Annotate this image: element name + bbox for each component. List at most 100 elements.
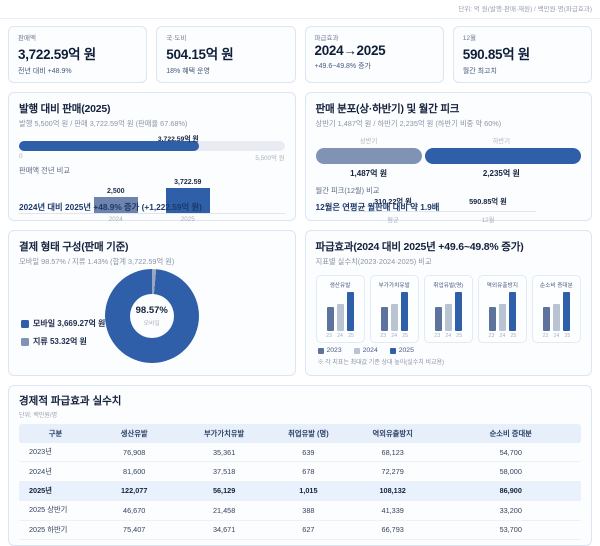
scale-min-label: 0 <box>19 153 23 160</box>
peak-divider <box>345 211 536 212</box>
table-cell: 35,361 <box>176 443 272 463</box>
table-cell: 72,279 <box>344 461 441 482</box>
peak-december-value: 590.85억 원 <box>469 197 507 206</box>
x-tick: 25 <box>348 333 354 339</box>
table-cell: 2025 상반기 <box>19 500 93 521</box>
x-tick-2025: 2025 <box>180 216 195 223</box>
table-cell: 41,339 <box>344 500 441 521</box>
bar-2024 <box>552 304 560 331</box>
kpi-sub: 18% 혜택 운영 <box>166 68 210 75</box>
half-year-stacked-bar <box>315 148 581 164</box>
impact-mini-charts: 생산유발 23 24 25 부가가치유발 23 24 25 취업유발(명) 23 24 25… <box>315 275 582 343</box>
bar-2023 <box>380 307 388 331</box>
mini-chart-title: 역외유출방지 <box>486 283 519 288</box>
kpi-sub: 월간 최고치 <box>462 68 497 75</box>
paper-swatch-icon <box>21 337 29 346</box>
table-row-highlighted: 2025년 122,077 56,129 1,015 108,132 86,90… <box>19 481 581 502</box>
legend-item-paper: 지류 53.32억 원 <box>21 336 105 347</box>
table-cell: 627 <box>271 520 345 540</box>
mini-chart-employment: 취업유발(명) 23 24 25 <box>423 275 473 343</box>
table-cell: 2025 하반기 <box>19 520 93 540</box>
table-cell: 54,700 <box>440 443 581 463</box>
card-subtitle: 모바일 98.57% / 지류 1.43% (합계 3,722.59억 원) <box>19 257 175 266</box>
segment-label-h1: 상반기 <box>359 138 378 145</box>
table-title: 경제적 파급효과 실수치 <box>19 395 122 407</box>
swatch-2025-icon <box>389 347 396 354</box>
payment-mix-card: 결제 형태 구성(판매 기준) 모바일 98.57% / 지류 1.43% (합… <box>8 230 296 376</box>
swatch-2024-icon <box>353 347 360 354</box>
x-tick: 23 <box>488 333 495 339</box>
impact-legend: 2023 2024 2025 <box>317 347 414 354</box>
kpi-card-impact: 파급효과 2024→2025 +49.6~49.8% 증가 <box>304 26 444 83</box>
column-header: 구분 <box>19 424 93 443</box>
mini-chart-title: 순소비 증대분 <box>539 283 573 288</box>
card-title: 판매 분포(상·하반기) 및 월간 피크 <box>315 103 460 115</box>
mini-chart-net-consumption: 순소비 증대분 23 24 25 <box>531 275 581 343</box>
table-row: 2025 하반기 75,407 34,671 627 66,793 53,700 <box>19 520 581 540</box>
kpi-label: 국·도비 <box>166 35 187 42</box>
x-tick: 23 <box>542 333 549 339</box>
peak-december-label: 12월 <box>481 217 495 224</box>
bar-2025 <box>562 292 570 331</box>
table-cell: 37,518 <box>176 461 272 482</box>
mobile-swatch-icon <box>21 319 29 328</box>
kpi-value: 2024→2025 <box>314 43 386 58</box>
x-tick: 25 <box>456 333 463 339</box>
segment-h1-bar <box>315 148 422 164</box>
donut-center: 98.57% 모바일 <box>129 294 174 338</box>
mini-chart-title: 생산유발 <box>329 283 351 288</box>
impact-table-card: 경제적 파급효과 실수치 단위: 백만원/명 구분 생산유발 부가가치유발 취업… <box>8 385 592 546</box>
x-tick: 23 <box>380 333 387 339</box>
donut-ring: 98.57% 모바일 <box>104 269 199 363</box>
x-tick-2024: 2024 <box>108 216 123 223</box>
table-cell: 75,407 <box>92 520 177 540</box>
table-header-row: 구분 생산유발 부가가치유발 취업유발 (명) 역외유출방지 순소비 증대분 <box>19 424 581 443</box>
card-title: 발행 대비 판매(2025) <box>19 103 111 115</box>
table-cell: 76,908 <box>92 443 177 463</box>
table-cell: 639 <box>271 443 345 463</box>
table-cell: 2023년 <box>19 443 93 463</box>
peak-average-value: 310.22억 원 <box>374 197 412 206</box>
column-header: 생산유발 <box>92 424 177 443</box>
column-header: 취업유발 (명) <box>271 424 345 443</box>
table-unit-note: 단위: 백만원/명 <box>19 413 58 419</box>
table-cell: 678 <box>271 461 345 482</box>
table-row: 2025 상반기 46,670 21,458 388 41,339 33,200 <box>19 500 581 521</box>
progress-value-label: 3,722.59억 원 <box>157 136 199 143</box>
sales-progress-bar: 3,722.59억 원 <box>19 136 285 151</box>
x-tick: 25 <box>402 333 409 339</box>
table-cell: 388 <box>271 500 345 521</box>
segment-label-h2: 하반기 <box>492 138 511 145</box>
kpi-label: 판매액 <box>18 35 36 42</box>
x-tick: 24 <box>391 333 398 339</box>
bar-2024 <box>390 304 398 331</box>
bar-2025 <box>508 292 516 331</box>
mini-chart-production: 생산유발 23 24 25 <box>315 275 365 343</box>
donut-percent-label: 98.57% <box>135 305 168 316</box>
bar-2025 <box>400 292 408 331</box>
bar-value-label: 3,722.59 <box>174 179 202 186</box>
x-tick: 23 <box>434 333 441 339</box>
table-row: 2023년 76,908 35,361 639 68,123 54,700 <box>19 443 581 463</box>
legend-item-2025: 2025 <box>389 347 414 354</box>
impact-footnote: ※ 각 지표는 최대값 기준 상대 높이(실수치 비교용) <box>317 360 445 366</box>
payment-donut-chart: 98.57% 모바일 <box>104 269 199 363</box>
legend-item-2024: 2024 <box>353 347 378 354</box>
legend-label: 지류 53.32억 원 <box>33 337 87 346</box>
bar-2024: 2,500 <box>93 188 138 213</box>
table-row: 2024년 81,600 37,518 678 72,279 58,000 <box>19 461 581 482</box>
sales-distribution-card: 판매 분포(상·하반기) 및 월간 피크 상반기 1,487억 원 / 하반기 … <box>304 92 592 224</box>
segment-h2-bar <box>424 148 581 164</box>
table-cell: 86,900 <box>440 481 581 502</box>
bar-2024 <box>336 304 344 331</box>
bar-value-label: 2,500 <box>106 188 125 195</box>
x-tick: 24 <box>445 333 452 339</box>
table-cell: 108,132 <box>344 481 441 502</box>
progress-track <box>19 141 285 151</box>
kpi-label: 12월 <box>462 35 476 42</box>
progress-fill <box>19 141 199 151</box>
bar-2024 <box>444 304 452 331</box>
mini-chart-title: 부가가치유발 <box>378 283 410 288</box>
legend-label: 모바일 3,669.27억 원 <box>33 319 106 328</box>
bar-2023 <box>542 307 550 331</box>
